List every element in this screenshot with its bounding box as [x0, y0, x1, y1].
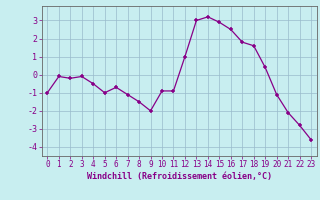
X-axis label: Windchill (Refroidissement éolien,°C): Windchill (Refroidissement éolien,°C)	[87, 172, 272, 181]
